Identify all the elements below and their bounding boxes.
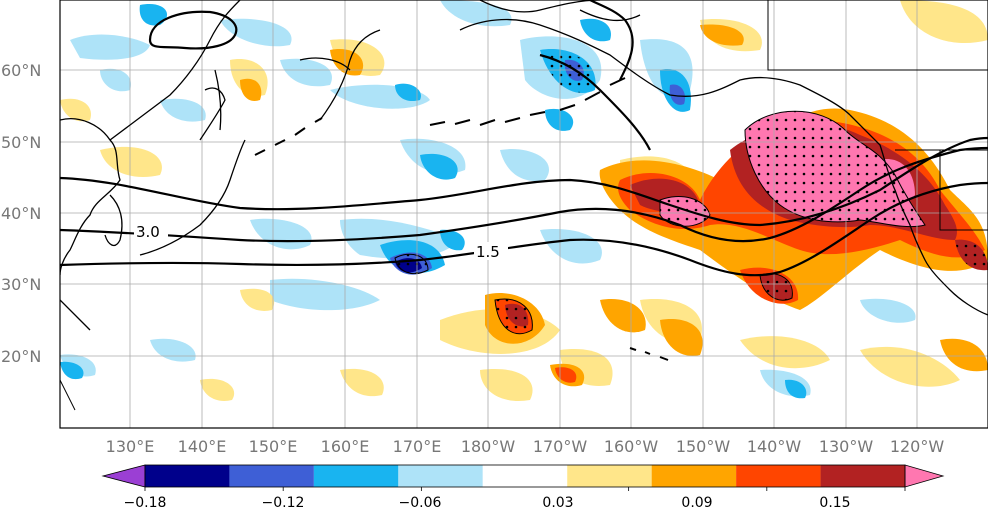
colorbar-outline: [144, 464, 906, 488]
colorbar-label-009: 0.09: [681, 495, 712, 511]
lon-label-150e: 150°E: [249, 437, 298, 456]
colorbar-segment: [820, 465, 905, 487]
lat-label-30n: 30°N: [1, 275, 41, 294]
colorbar-segment: [398, 465, 483, 487]
colorbar-label-m006: −0.06: [399, 495, 442, 511]
longitude-labels: 130°E 140°E 150°E 160°E 170°E 180°W 170°…: [106, 437, 945, 456]
colorbar-arrow-max: [904, 464, 945, 488]
contour-lines: [60, 0, 988, 277]
colorbar-segment: [313, 465, 399, 487]
lon-label-120w: 120°W: [890, 437, 945, 456]
lon-label-150w: 150°W: [676, 437, 731, 456]
lat-label-50n: 50°N: [1, 133, 41, 152]
colorbar-segment: [145, 465, 230, 487]
colorbar-label-m018: −0.18: [124, 495, 167, 511]
colorbar-segment: [736, 465, 821, 487]
colorbar-arrow-min: [101, 464, 146, 488]
contour-label-1-5: 1.5: [476, 243, 500, 261]
contour-label-3: 3.0: [136, 223, 160, 241]
lat-label-40n: 40°N: [1, 204, 41, 223]
colorbar: [101, 464, 945, 491]
colorbar-segment: [229, 465, 314, 487]
anomaly-field: [60, 0, 988, 401]
lon-label-180w: 180°W: [461, 437, 516, 456]
lon-label-140e: 140°E: [178, 437, 227, 456]
colorbar-label-015: 0.15: [819, 495, 850, 511]
lon-label-130e: 130°E: [106, 437, 155, 456]
lon-label-170e: 170°E: [393, 437, 442, 456]
lon-label-170w: 170°W: [533, 437, 588, 456]
coastlines: [60, 0, 988, 411]
colorbar-label-m012: −0.12: [262, 495, 305, 511]
colorbar-tick-labels: −0.18 −0.12 −0.06 0.03 0.09 0.15: [124, 495, 851, 511]
colorbar-segment: [651, 465, 737, 487]
colorbar-segment: [567, 465, 652, 487]
lon-label-140w: 140°W: [747, 437, 802, 456]
gridlines: [60, 0, 988, 428]
lat-label-20n: 20°N: [1, 347, 41, 366]
lat-label-60n: 60°N: [1, 61, 41, 80]
colorbar-label-003: 0.03: [542, 495, 573, 511]
latitude-labels: 60°N 50°N 40°N 30°N 20°N: [1, 61, 41, 366]
lon-label-130w: 130°W: [819, 437, 874, 456]
lon-label-160w: 160°W: [604, 437, 659, 456]
lon-label-160e: 160°E: [321, 437, 370, 456]
colorbar-segment: [482, 465, 568, 487]
